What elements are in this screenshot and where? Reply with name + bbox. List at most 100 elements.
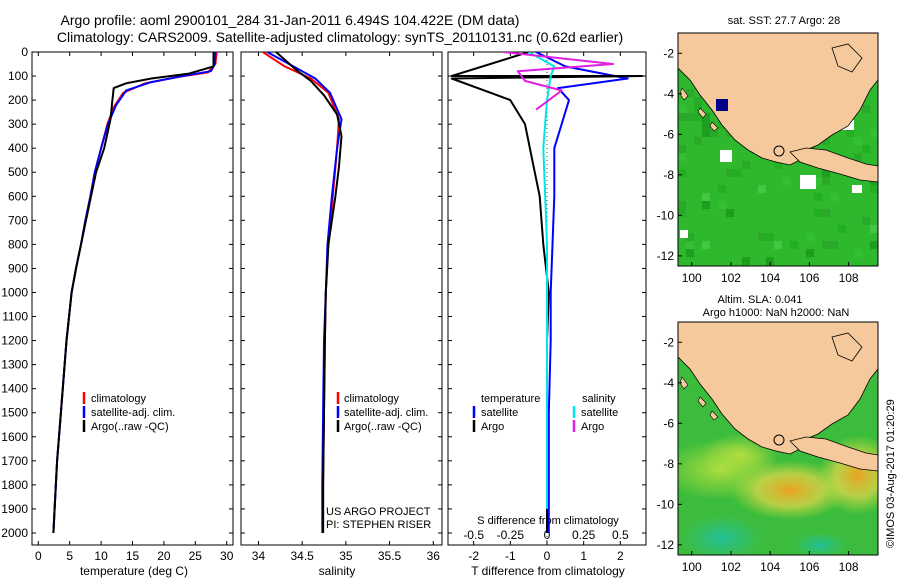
- x-tick-label: 2: [617, 549, 624, 563]
- sst-missing-data: [800, 175, 816, 189]
- sst-pixel: [806, 249, 814, 257]
- x-tick-label: 20: [157, 549, 171, 563]
- x-tick-label: 10: [94, 549, 108, 563]
- depth-tick-label: 400: [8, 141, 28, 155]
- s-tick-label: 0.5: [612, 528, 629, 542]
- x-tick-label: 15: [126, 549, 140, 563]
- depth-tick-label: 1700: [1, 454, 28, 468]
- lon-tick-label: 104: [760, 271, 780, 285]
- depth-tick-label: 1200: [1, 334, 28, 348]
- sst-missing-data: [852, 185, 862, 193]
- difference-x-axis: -2 -1 0 1 2 -0.5 -0.25 0 0.25 0.5: [463, 52, 629, 563]
- project-credit: US ARGO PROJECT: [326, 506, 431, 518]
- x-tick-label: 0: [544, 549, 551, 563]
- imos-stamp: ©IMOS 03-Aug-2017 01:20:29: [885, 399, 897, 548]
- java-land: [789, 436, 878, 472]
- sst-pixel: [830, 241, 838, 249]
- sst-pixel: [822, 177, 830, 185]
- lon-tick-label: 106: [799, 560, 819, 574]
- t-difference-axis-label: T difference from climatology: [471, 564, 625, 578]
- lat-tick-label: -2: [663, 46, 674, 60]
- depth-tick-label: 1800: [1, 478, 28, 492]
- lat-tick-label: -2: [663, 335, 674, 349]
- x-tick-label: 0: [35, 549, 42, 563]
- sst-pixel: [870, 225, 878, 233]
- x-tick-label: 35.5: [378, 549, 402, 563]
- depth-tick-label: 300: [8, 117, 28, 131]
- sst-pixel: [822, 169, 830, 177]
- argo-position-marker: [773, 145, 785, 157]
- depth-tick-label: 600: [8, 189, 28, 203]
- x-tick-label: -1: [505, 549, 516, 563]
- lon-tick-label: 108: [839, 271, 859, 285]
- temperature-panel: 0100200300400500600700800900100011001200…: [1, 45, 233, 578]
- sla-map: Altim. SLA: 0.041 Argo h1000: NaN h2000:…: [657, 294, 879, 574]
- sst-pixel: [814, 209, 822, 217]
- x-tick-label: 25: [189, 549, 203, 563]
- pi-credit: PI: STEPHEN RISER: [326, 519, 431, 531]
- lat-tick-label: -4: [663, 376, 674, 390]
- depth-tick-label: 1400: [1, 382, 28, 396]
- lat-tick-label: -8: [663, 457, 674, 471]
- salinity-axis-label: salinity: [319, 564, 356, 578]
- s-tick-label: 0.25: [572, 528, 596, 542]
- sla-map-lon-axis: 100 102 104 106 108: [682, 551, 859, 574]
- sst-pixel: [702, 129, 710, 137]
- legend-label-climatology: climatology: [91, 393, 147, 405]
- depth-tick-label: 2000: [1, 526, 28, 540]
- sst-pixel: [686, 249, 694, 257]
- island: [679, 87, 689, 101]
- legend-label-satellite: satellite-adj. clim.: [344, 407, 428, 419]
- sst-pixel: [694, 137, 702, 145]
- s-tick-label: -0.5: [463, 528, 484, 542]
- bangka-island: [831, 43, 863, 73]
- sst-pixel: [870, 241, 878, 249]
- difference-series: [450, 52, 644, 545]
- sst-pixel: [678, 145, 686, 153]
- island: [709, 121, 719, 132]
- sumatra-land: [678, 322, 878, 455]
- sst-map-lat-axis: -2 -4 -6 -8 -10 -12: [657, 46, 682, 263]
- sst-cold-patch: [716, 99, 728, 111]
- legend-title-temperature: temperature: [481, 393, 540, 405]
- depth-tick-label: 1500: [1, 406, 28, 420]
- lon-tick-label: 100: [682, 271, 702, 285]
- sst-pixel: [822, 241, 830, 249]
- lon-tick-label: 104: [760, 560, 780, 574]
- sst-pixel: [742, 161, 750, 169]
- bangka-island: [831, 332, 863, 362]
- difference-panel: -2 -1 0 1 2 -0.5 -0.25 0 0.25 0.5 S difference fr…: [447, 51, 647, 578]
- sst-pixel: [854, 137, 862, 145]
- x-tick-label: 30: [220, 549, 234, 563]
- lon-tick-label: 108: [839, 560, 859, 574]
- x-tick-label: 36: [427, 549, 441, 563]
- figure-title-line2: Climatology: CARS2009. Satellite-adjuste…: [57, 29, 623, 45]
- sst-pixel: [790, 241, 798, 249]
- lat-tick-label: -6: [663, 127, 674, 141]
- legend-label-argo: Argo(..raw -QC): [91, 421, 169, 433]
- sst-missing-data: [720, 150, 732, 162]
- series-argo-raw-qc: [275, 52, 343, 533]
- legend-label-climatology: climatology: [344, 393, 400, 405]
- legend-label-t-satellite: satellite: [481, 407, 518, 419]
- depth-tick-label: 800: [8, 237, 28, 251]
- sst-map: sat. SST: 27.7 Argo: 28 100 102 104 106 108 …: [657, 15, 879, 285]
- salinity-series: [262, 52, 343, 533]
- temperature-series: [52, 52, 218, 534]
- sst-pixel: [694, 97, 702, 105]
- sumatra-land: [678, 33, 878, 166]
- sst-pixel: [822, 137, 830, 145]
- sla-anomaly-field: [790, 531, 850, 555]
- depth-tick-label: 100: [8, 69, 28, 83]
- x-tick-label: 34.5: [290, 549, 314, 563]
- sst-pixel: [806, 233, 814, 241]
- sst-pixel: [862, 217, 870, 225]
- depth-tick-label: 500: [8, 165, 28, 179]
- sst-pixel: [854, 153, 862, 161]
- salinity-axes-frame: [240, 51, 443, 546]
- sst-pixel: [718, 185, 726, 193]
- legend-label-argo: Argo(..raw -QC): [344, 421, 422, 433]
- temperature-x-axis: 0 5 10 15 20 25 30: [35, 52, 234, 563]
- temperature-axes-frame: [31, 51, 234, 546]
